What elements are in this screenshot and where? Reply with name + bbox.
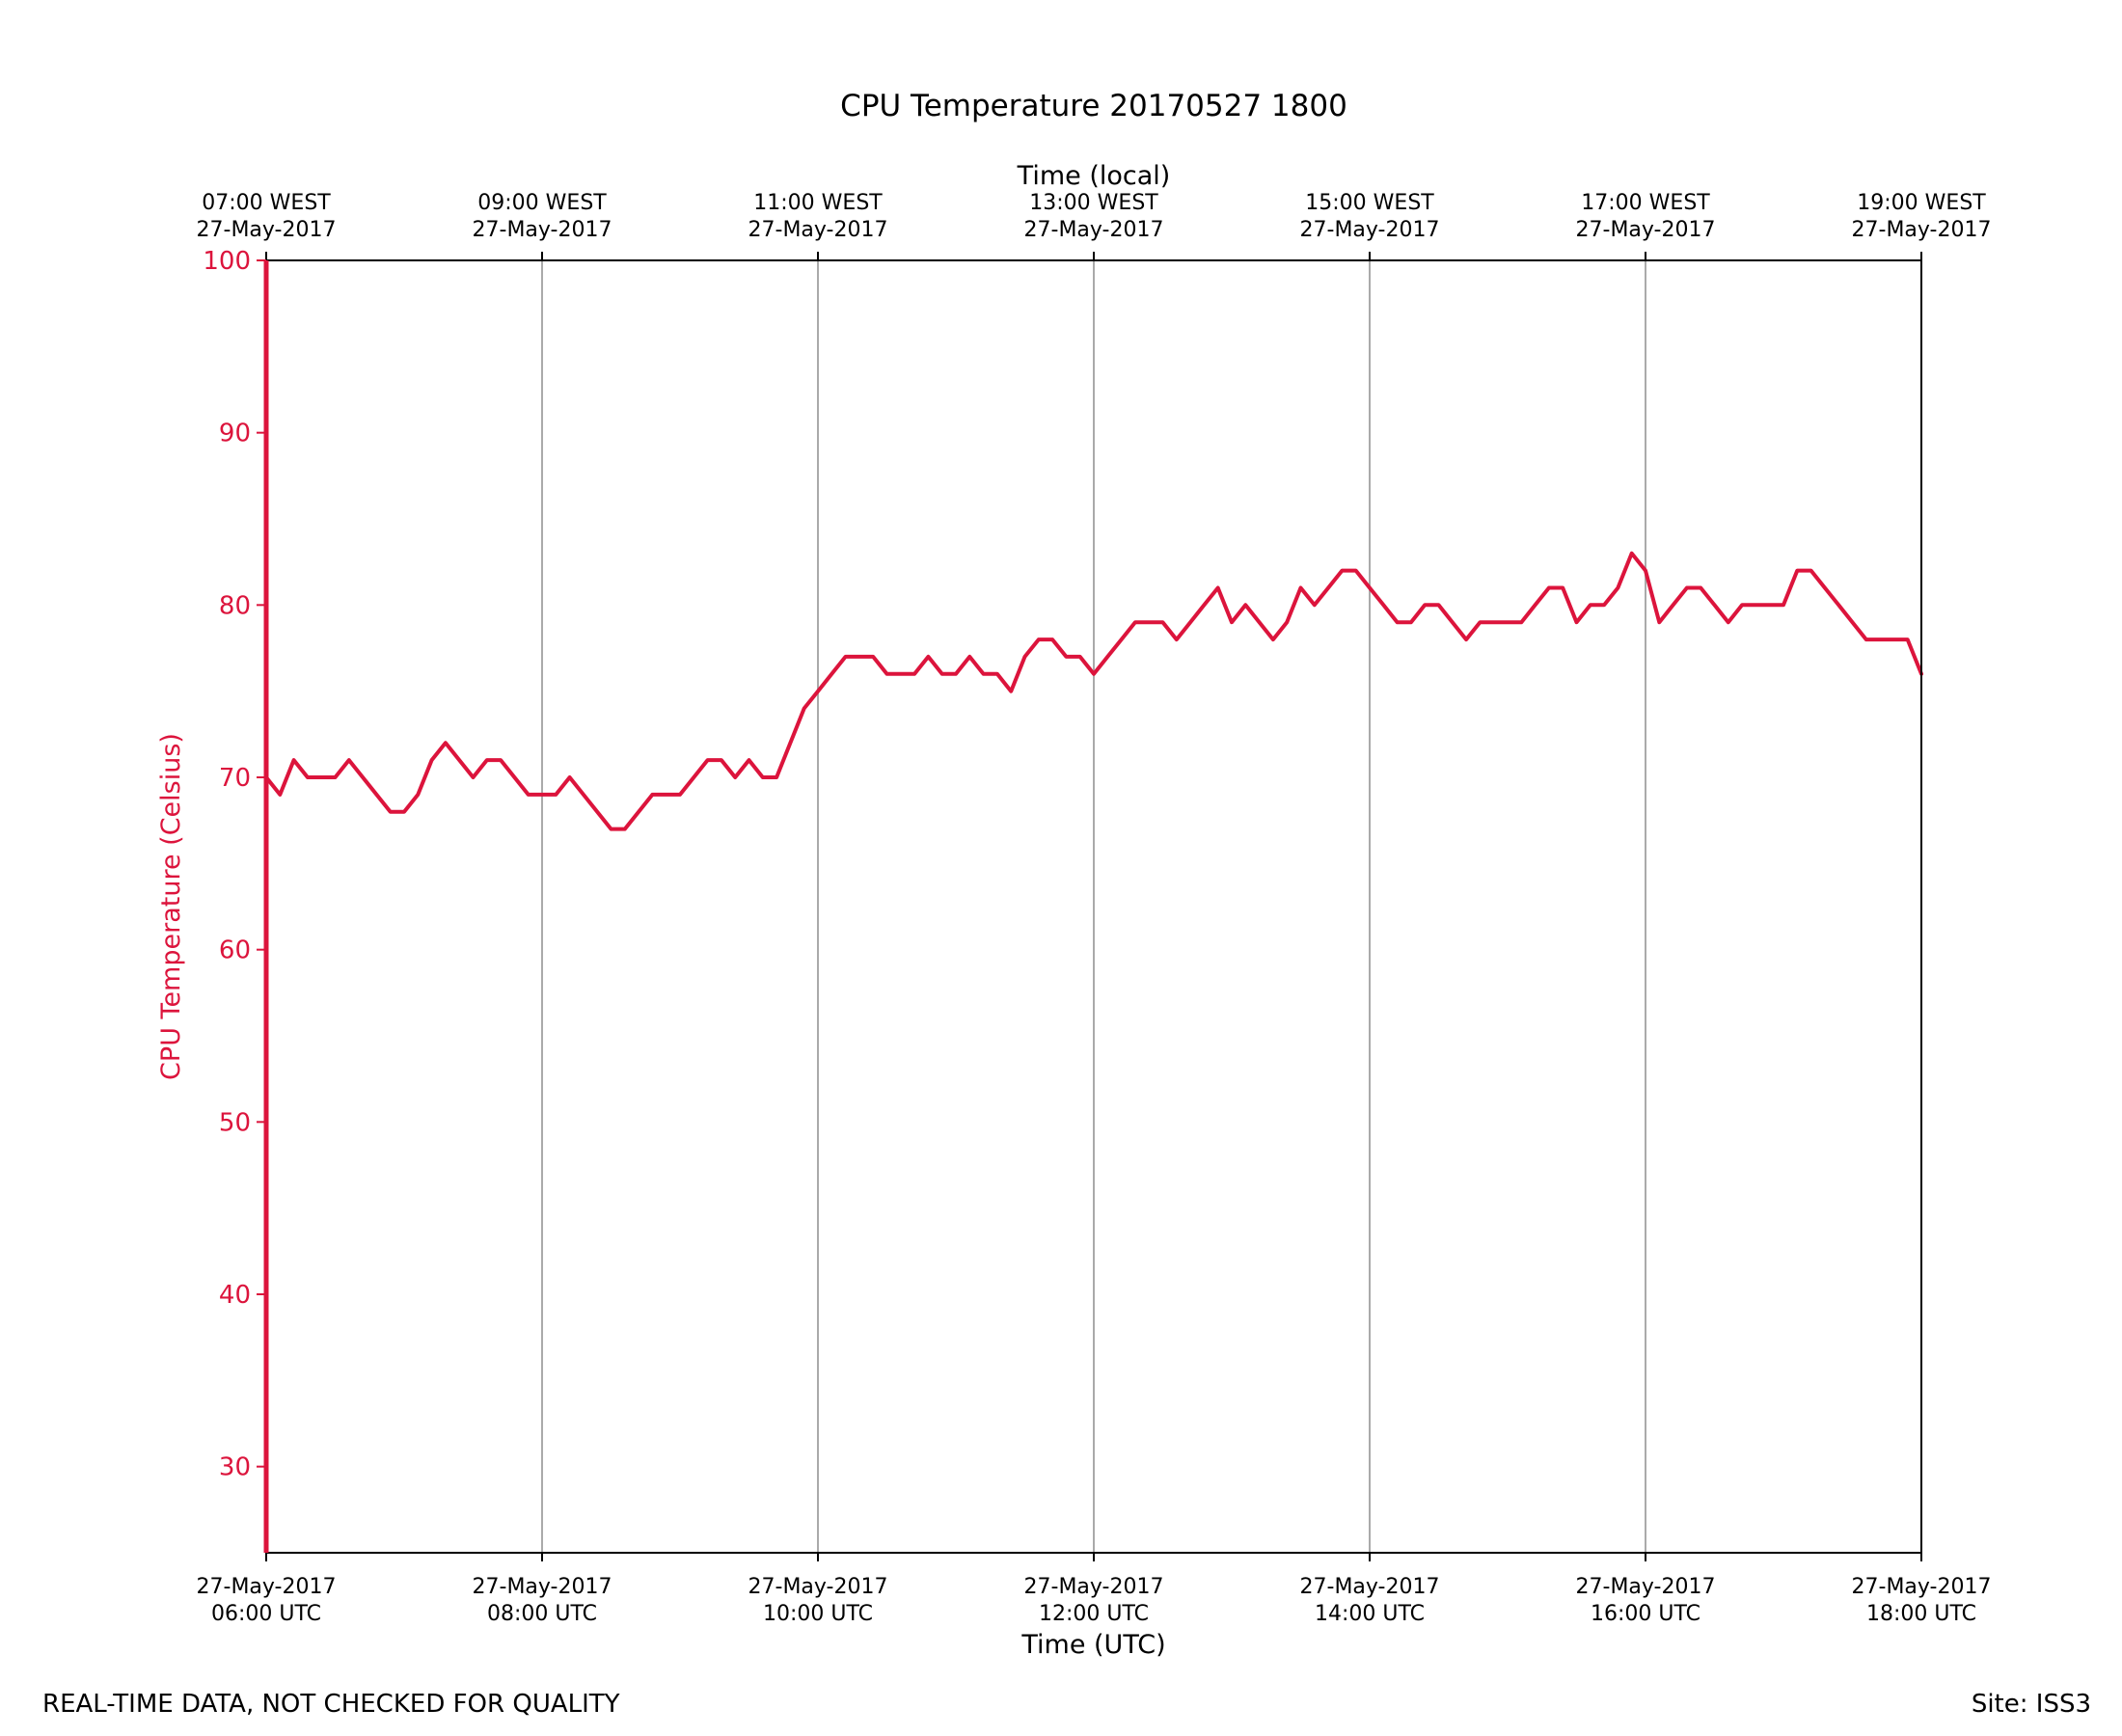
x-tick-label-time: 18:00 UTC — [1866, 1602, 1976, 1626]
x-tick-label-date: 27-May-2017 — [1300, 1575, 1440, 1599]
x-tick-label-date: 27-May-2017 — [197, 1575, 337, 1599]
x-tick-label-date: 27-May-2017 — [1852, 1575, 1992, 1599]
site-label: Site: ISS3 — [1971, 1690, 2091, 1719]
top-tick-label-time: 11:00 WEST — [753, 191, 883, 215]
axes: 27-May-2017 06:00 UTC 27-May-2017 08:00 UTC… — [197, 191, 1992, 1626]
top-tick-label-time: 17:00 WEST — [1581, 191, 1710, 215]
top-tick-label-date: 27-May-2017 — [197, 218, 337, 242]
x-tick-label-time: 08:00 UTC — [487, 1602, 597, 1626]
top-tick-label-date: 27-May-2017 — [1852, 218, 1992, 242]
x-tick-label-time: 10:00 UTC — [763, 1602, 873, 1626]
top-tick-label-time: 09:00 WEST — [477, 191, 607, 215]
cpu-temperature-line — [264, 551, 1923, 831]
series-layer — [264, 551, 1923, 831]
y-axis-label: CPU Temperature (Celsius) — [156, 733, 186, 1080]
x-tick-label-date: 27-May-2017 — [473, 1575, 612, 1599]
y-tick-label: 80 — [219, 591, 251, 620]
y-tick-label: 100 — [203, 247, 251, 276]
chart-title: CPU Temperature 20170527 1800 — [840, 89, 1347, 123]
y-tick-label: 30 — [219, 1453, 251, 1482]
top-tick-label-date: 27-May-2017 — [1576, 218, 1716, 242]
top-tick-label-time: 07:00 WEST — [202, 191, 331, 215]
x-tick-label-time: 14:00 UTC — [1315, 1602, 1425, 1626]
x-tick-label-date: 27-May-2017 — [748, 1575, 888, 1599]
x-tick-label-time: 16:00 UTC — [1591, 1602, 1700, 1626]
y-tick-label: 50 — [219, 1108, 251, 1137]
top-tick-label-time: 19:00 WEST — [1857, 191, 1986, 215]
top-tick-label-date: 27-May-2017 — [1300, 218, 1440, 242]
top-tick-label-date: 27-May-2017 — [473, 218, 612, 242]
x-tick-label-date: 27-May-2017 — [1576, 1575, 1716, 1599]
x-axis-label: Time (UTC) — [1020, 1630, 1165, 1660]
top-tick-label-date: 27-May-2017 — [748, 218, 888, 242]
y-tick-label: 40 — [219, 1281, 251, 1310]
top-tick-label-time: 13:00 WEST — [1029, 191, 1158, 215]
grid-lines — [541, 260, 1646, 1553]
y-tick-label: 70 — [219, 764, 251, 793]
y-tick-label: 90 — [219, 420, 251, 448]
x-tick-label-date: 27-May-2017 — [1024, 1575, 1164, 1599]
top-tick-label-date: 27-May-2017 — [1024, 218, 1164, 242]
top-axis-label: Time (local) — [1017, 161, 1171, 191]
x-tick-label-time: 06:00 UTC — [211, 1602, 321, 1626]
x-tick-label-time: 12:00 UTC — [1039, 1602, 1149, 1626]
quality-disclaimer: REAL-TIME DATA, NOT CHECKED FOR QUALITY — [42, 1690, 620, 1719]
top-tick-label-time: 15:00 WEST — [1305, 191, 1434, 215]
y-tick-label: 60 — [219, 936, 251, 965]
